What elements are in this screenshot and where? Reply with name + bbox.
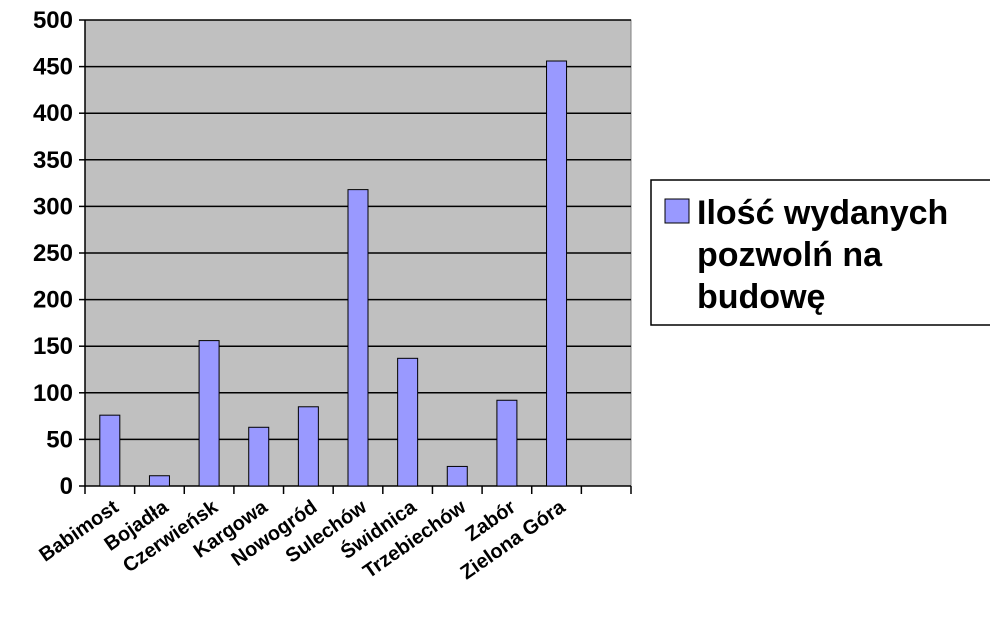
- bar: [99, 414, 121, 487]
- bar: [297, 406, 319, 487]
- y-tick-label: 500: [33, 7, 73, 34]
- y-tick-label: 350: [33, 147, 73, 174]
- y-tick-label: 300: [33, 193, 73, 220]
- bar: [148, 475, 170, 487]
- bar: [347, 189, 369, 487]
- y-tick-label: 200: [33, 287, 73, 314]
- legend-entry: pozwolń na: [697, 236, 883, 274]
- bar: [397, 357, 419, 487]
- bar: [198, 340, 220, 487]
- y-tick-label: 250: [33, 240, 73, 267]
- y-tick-label: 50: [46, 426, 73, 453]
- y-tick-label: 450: [33, 54, 73, 81]
- legend-swatch: [664, 198, 690, 224]
- bar: [248, 426, 270, 487]
- bar: [446, 465, 468, 487]
- legend-box: [650, 179, 990, 326]
- bar: [546, 60, 568, 487]
- bar: [496, 399, 518, 487]
- y-tick-label: 400: [33, 100, 73, 127]
- y-tick-label: 100: [33, 380, 73, 407]
- y-tick-label: 150: [33, 333, 73, 360]
- y-tick-label: 0: [60, 473, 73, 500]
- legend-entry: budowę: [697, 278, 825, 316]
- legend-entry: Ilość wydanych: [697, 194, 948, 232]
